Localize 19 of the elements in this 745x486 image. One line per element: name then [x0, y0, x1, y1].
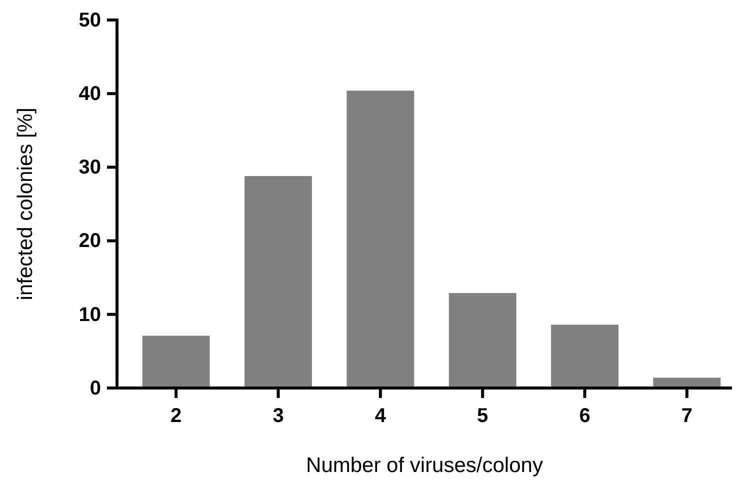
y-tick-label: 50: [78, 9, 101, 32]
bar: [244, 176, 312, 388]
bar: [448, 293, 516, 388]
y-tick-label: 30: [78, 156, 101, 179]
bar: [346, 90, 414, 388]
x-tick-label: 3: [272, 405, 284, 428]
x-tick-label: 7: [681, 405, 692, 428]
y-tick-label: 40: [78, 83, 101, 105]
x-tick-label: 4: [374, 405, 387, 428]
bar: [551, 324, 618, 388]
x-tick-label: 5: [477, 405, 488, 428]
x-tick-label: 6: [579, 405, 590, 428]
x-axis-title: Number of viruses/colony: [306, 454, 544, 477]
y-tick-label: 20: [78, 230, 101, 252]
x-tick-label: 2: [170, 405, 182, 428]
y-tick-label: 10: [78, 304, 101, 326]
y-tick-label: 0: [90, 377, 101, 400]
bar: [142, 336, 210, 388]
y-axis-title: infected colonies [%]: [14, 108, 37, 300]
